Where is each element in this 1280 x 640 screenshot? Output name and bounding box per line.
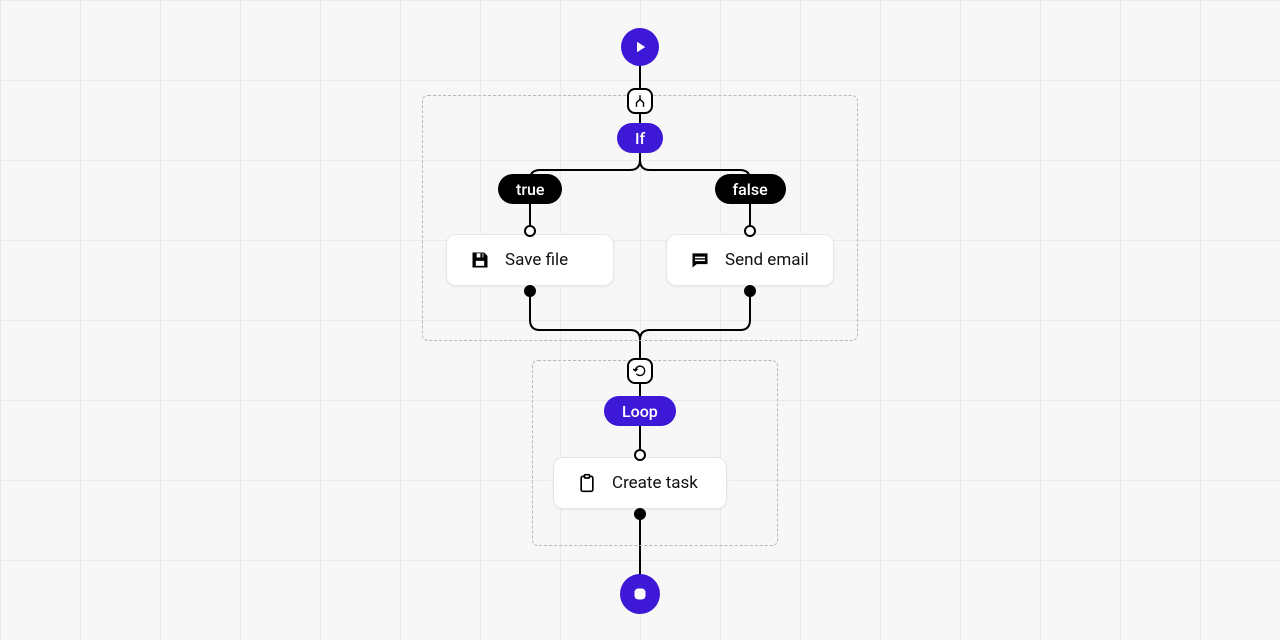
if-pill[interactable]: If — [617, 123, 663, 153]
loop-icon — [633, 364, 647, 378]
flow-canvas[interactable]: If true false Save file Send email Loop … — [0, 0, 1280, 640]
save-file-input-port[interactable] — [524, 225, 536, 237]
send-email-output-port[interactable] — [744, 285, 756, 297]
send-email-input-port[interactable] — [744, 225, 756, 237]
message-icon — [689, 249, 711, 271]
create-task-node[interactable]: Create task — [553, 457, 727, 509]
true-branch-label: true — [516, 180, 544, 199]
play-icon — [631, 38, 649, 56]
true-branch-pill[interactable]: true — [498, 174, 562, 204]
false-branch-pill[interactable]: false — [715, 174, 786, 204]
false-branch-label: false — [733, 180, 768, 199]
create-task-output-port[interactable] — [634, 508, 646, 520]
if-pill-label: If — [635, 129, 645, 148]
clipboard-icon — [576, 472, 598, 494]
stop-icon — [629, 583, 651, 605]
start-node[interactable] — [621, 28, 659, 66]
if-operator-icon-box[interactable] — [627, 88, 653, 114]
save-file-node[interactable]: Save file — [446, 234, 614, 286]
loop-group-box — [532, 360, 778, 546]
loop-pill[interactable]: Loop — [604, 396, 676, 426]
end-node[interactable] — [620, 574, 660, 614]
loop-pill-label: Loop — [622, 402, 658, 421]
loop-operator-icon-box[interactable] — [627, 358, 653, 384]
save-icon — [469, 249, 491, 271]
send-email-node[interactable]: Send email — [666, 234, 834, 286]
save-file-label: Save file — [505, 250, 568, 270]
create-task-input-port[interactable] — [634, 449, 646, 461]
branch-icon — [633, 94, 647, 108]
create-task-label: Create task — [612, 473, 698, 493]
send-email-label: Send email — [725, 250, 809, 270]
save-file-output-port[interactable] — [524, 285, 536, 297]
